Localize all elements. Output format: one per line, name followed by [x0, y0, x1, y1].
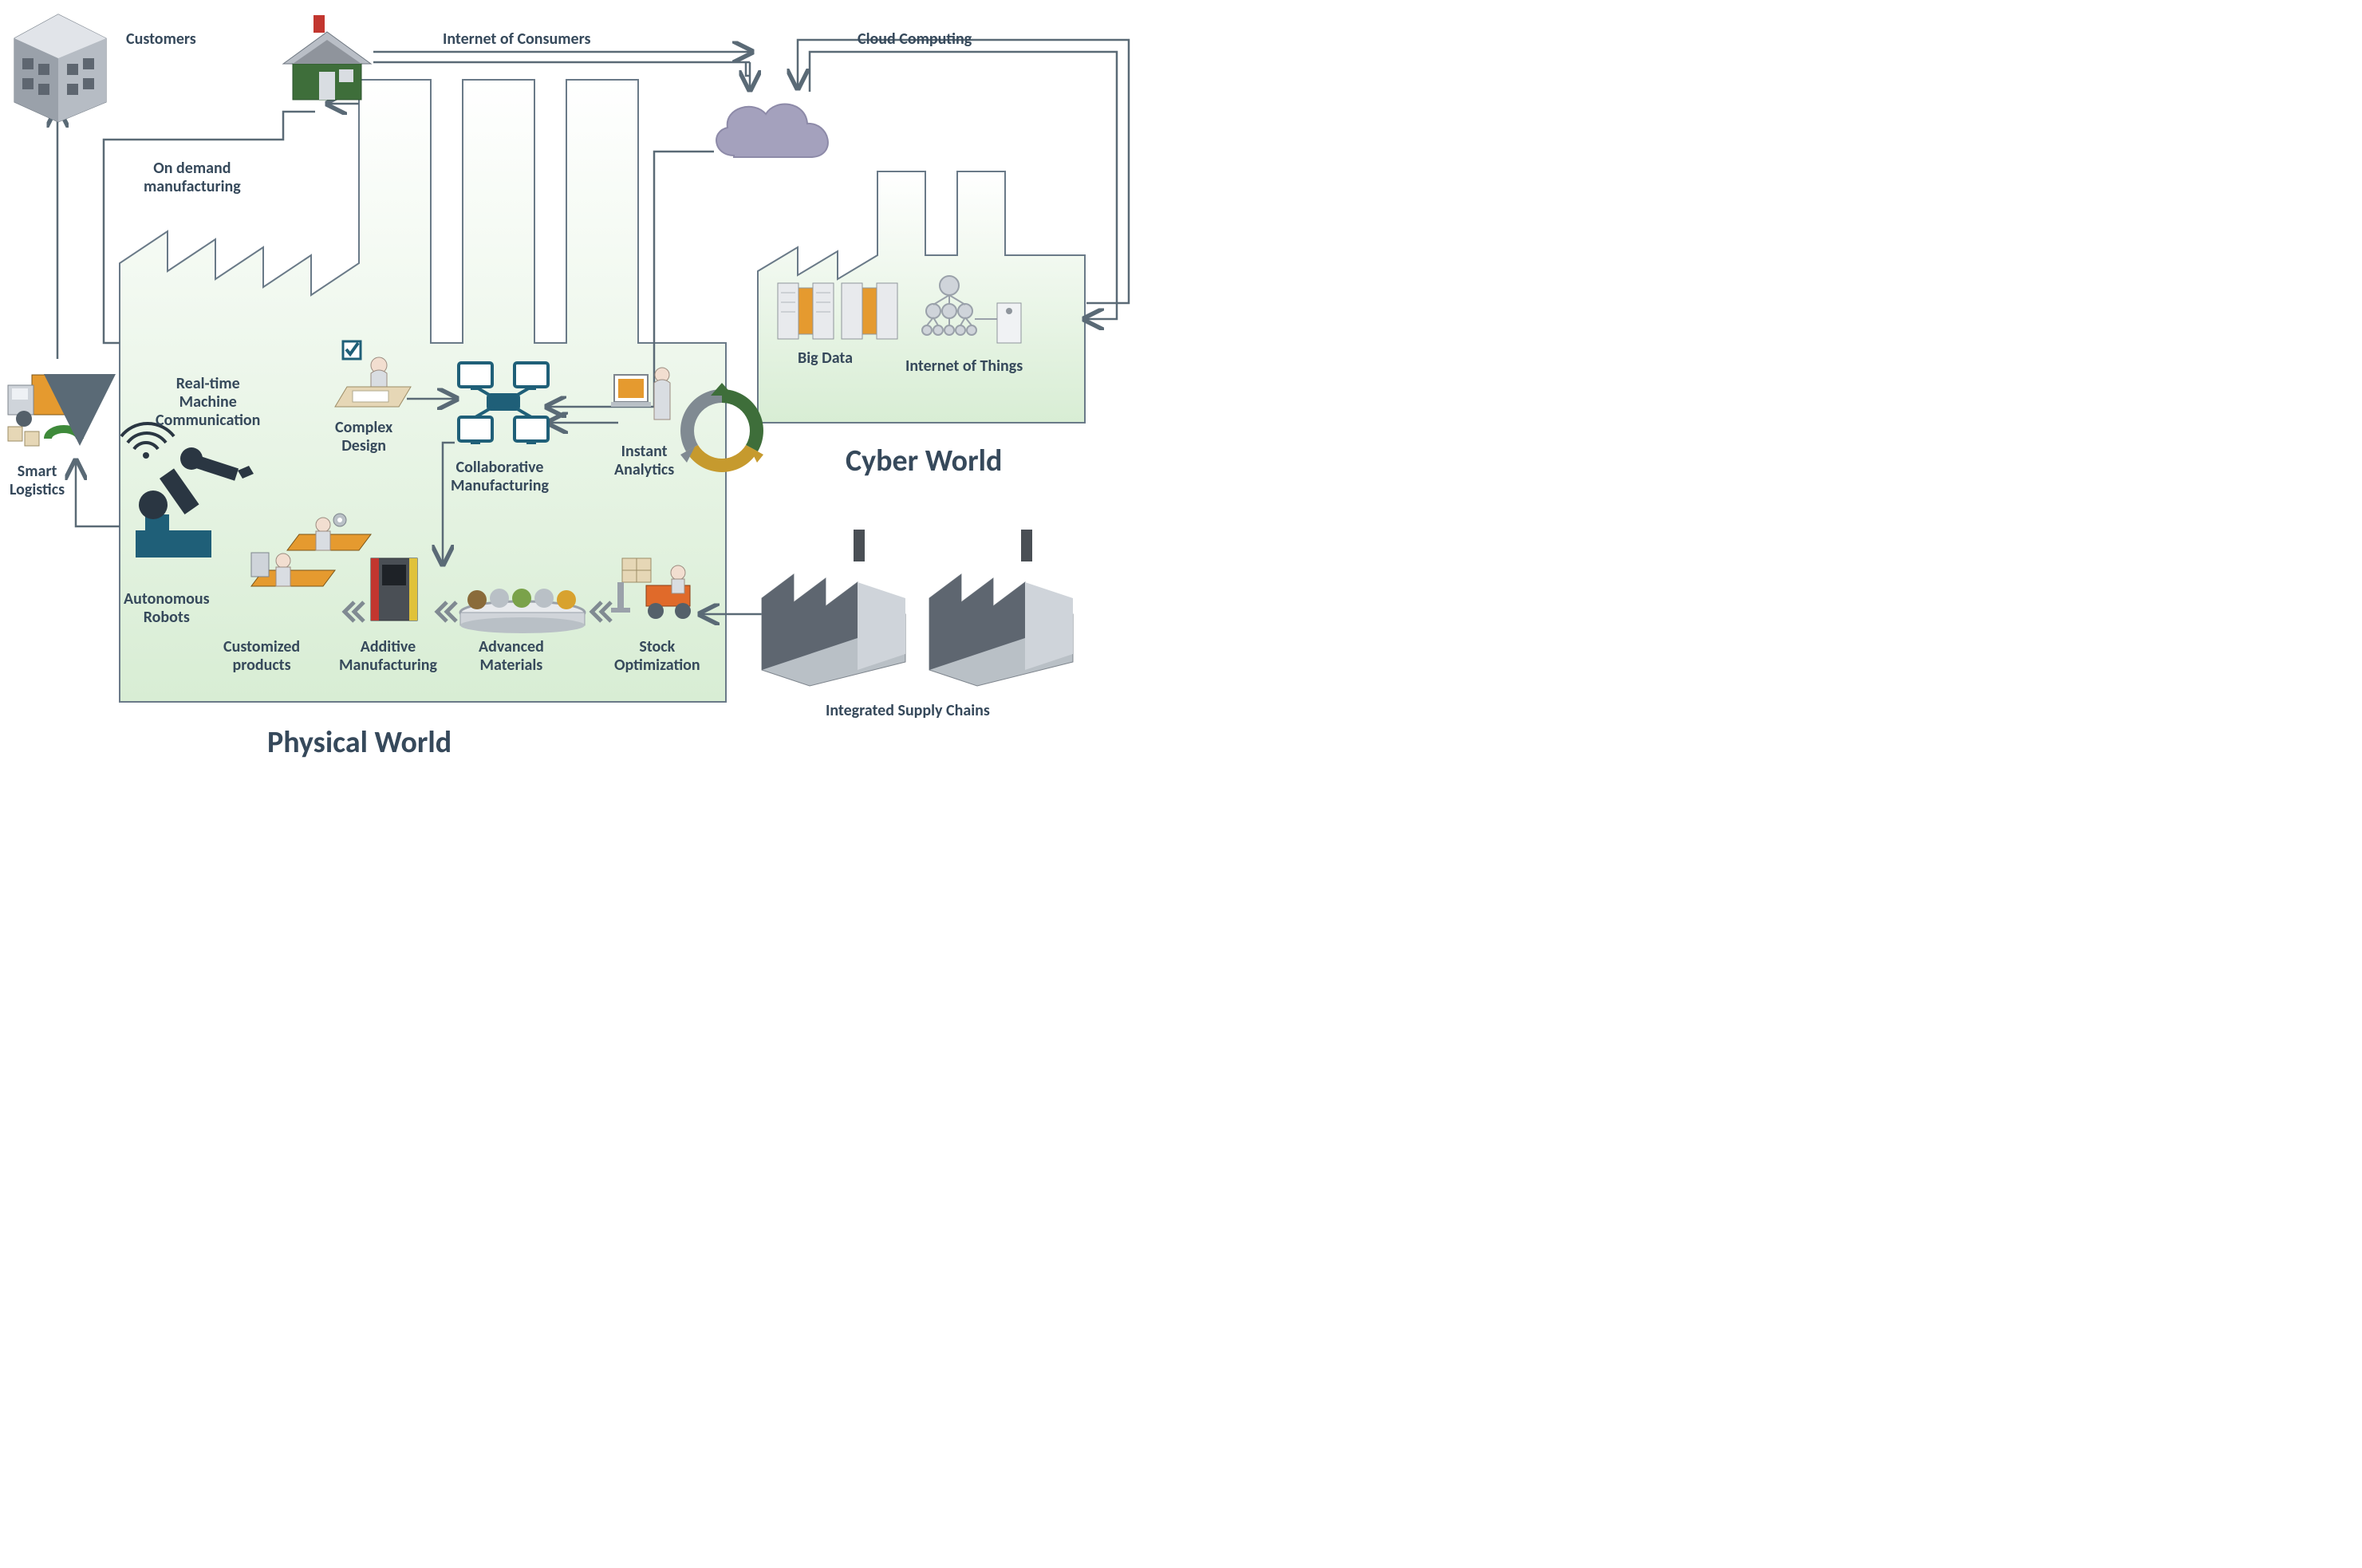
additive-mfg-icon: [371, 558, 417, 621]
cloud-icon: [716, 104, 828, 158]
instant-analytics-icon: [611, 368, 670, 420]
advanced-materials-label: Advanced Materials: [479, 638, 544, 675]
iot-icon: [922, 276, 1021, 343]
cloud-computing-label: Cloud Computing: [858, 30, 972, 49]
big-data-label: Big Data: [798, 349, 853, 368]
collab-mfg-label: Collaborative Manufacturing: [451, 459, 549, 495]
cycle-arrows-icon: [680, 383, 763, 472]
stock-optimization-label: Stock Optimization: [614, 638, 700, 675]
on-demand-label: On demand manufacturing: [144, 160, 241, 196]
big-data-icon: [778, 283, 897, 339]
customers-label: Customers: [126, 30, 196, 49]
supply-factory-icon: [762, 530, 1073, 686]
stock-opt-icon: [611, 558, 691, 619]
truck-icon: [8, 375, 88, 446]
cyber-world-title: Cyber World: [846, 443, 1002, 479]
robot-arm-icon: [121, 424, 254, 557]
instant-analytics-label: Instant Analytics: [614, 443, 674, 479]
additive-mfg-label: Additive Manufacturing: [339, 638, 437, 675]
house-icon: [283, 15, 371, 100]
customized-products-label: Customized products: [223, 638, 300, 675]
physical-world-title: Physical World: [267, 724, 452, 761]
complex-design-icon: [335, 341, 411, 407]
iot-label: Internet of Things: [905, 357, 1023, 376]
smart-logistics-label: Smart Logistics: [10, 463, 65, 499]
customized-products-icon: [251, 514, 371, 586]
autonomous-robots-label: Autonomous Robots: [124, 590, 210, 627]
realtime-comm-label: Real-time Machine Communication: [156, 375, 260, 430]
complex-design-label: Complex Design: [335, 419, 392, 455]
advanced-materials-icon: [460, 589, 585, 633]
internet-of-consumers-label: Internet of Consumers: [443, 30, 590, 49]
collab-mfg-icon: [459, 363, 548, 444]
office-building-icon: [14, 14, 106, 122]
integrated-supply-label: Integrated Supply Chains: [826, 702, 990, 720]
